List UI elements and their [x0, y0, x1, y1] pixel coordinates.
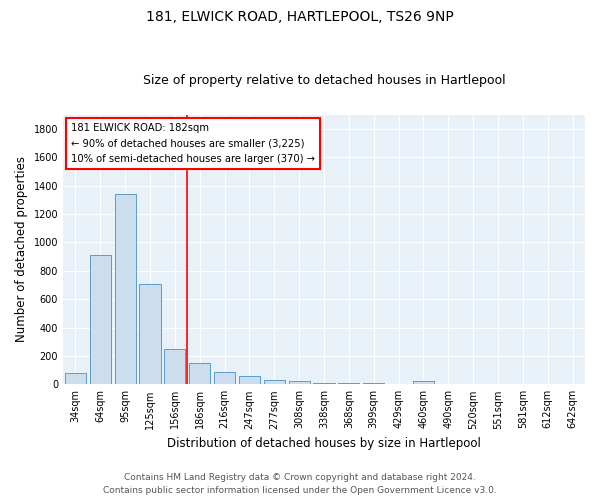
Bar	[139, 284, 161, 384]
Text: 181, ELWICK ROAD, HARTLEPOOL, TS26 9NP: 181, ELWICK ROAD, HARTLEPOOL, TS26 9NP	[146, 10, 454, 24]
Bar	[413, 382, 434, 384]
Y-axis label: Number of detached properties: Number of detached properties	[15, 156, 28, 342]
Bar	[289, 382, 310, 384]
Bar	[239, 376, 260, 384]
Bar	[264, 380, 285, 384]
Bar	[214, 372, 235, 384]
Bar	[65, 373, 86, 384]
Bar	[115, 194, 136, 384]
Bar	[90, 255, 111, 384]
Text: 181 ELWICK ROAD: 182sqm
← 90% of detached houses are smaller (3,225)
10% of semi: 181 ELWICK ROAD: 182sqm ← 90% of detache…	[71, 122, 315, 164]
Bar	[164, 349, 185, 384]
Bar	[363, 382, 384, 384]
Bar	[189, 363, 211, 384]
Bar	[338, 383, 359, 384]
Bar	[313, 382, 335, 384]
Title: Size of property relative to detached houses in Hartlepool: Size of property relative to detached ho…	[143, 74, 505, 87]
Text: Contains HM Land Registry data © Crown copyright and database right 2024.
Contai: Contains HM Land Registry data © Crown c…	[103, 474, 497, 495]
X-axis label: Distribution of detached houses by size in Hartlepool: Distribution of detached houses by size …	[167, 437, 481, 450]
